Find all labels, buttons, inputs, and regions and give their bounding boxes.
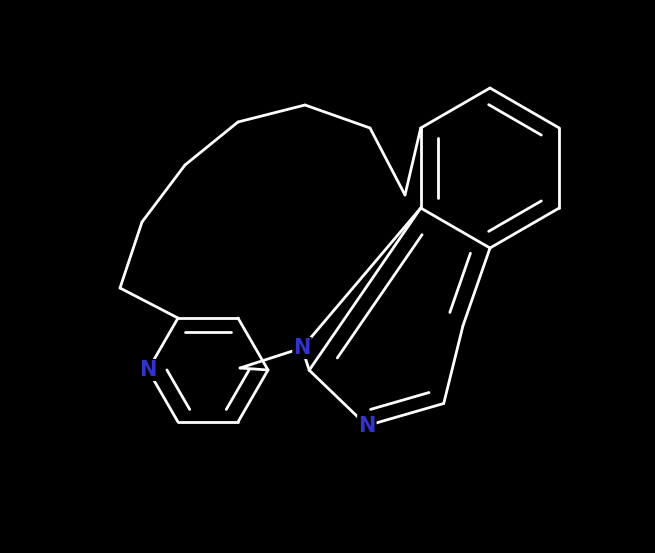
Text: N: N: [140, 360, 157, 380]
Text: N: N: [358, 416, 375, 436]
Text: N: N: [293, 338, 310, 358]
